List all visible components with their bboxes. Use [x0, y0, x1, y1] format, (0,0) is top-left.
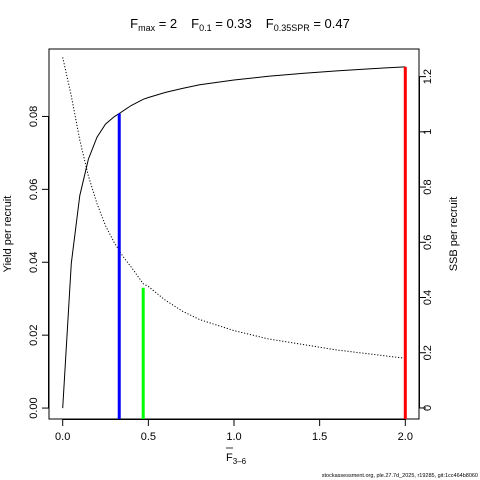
title-f01-value: = 0.33	[212, 16, 252, 31]
y2-tick-label: 0.4	[422, 290, 434, 305]
y-tick-label: 0.08	[28, 106, 40, 127]
axis-layer: 0.0 0.5 1.0 1.5 2.0 0.00 0.02 0.04 0.06 0.08 0 0.2 0…	[28, 69, 434, 443]
y-tick-label: 0.04	[28, 252, 40, 273]
x-axis-label-text: F3–6	[226, 452, 247, 466]
x-axis-label: F3–6	[226, 447, 247, 466]
x-tick-label: 1.5	[312, 431, 327, 443]
chart-title: Fmax = 2 F0.1 = 0.33 F0.35SPR = 0.47	[130, 16, 350, 33]
y2-tick-label: 1	[422, 129, 434, 135]
title-f01-label: F	[191, 16, 199, 31]
footer-credit: stockassessment.org, ple.27.7d_2025, r19…	[322, 473, 478, 479]
y2-tick-label: 0.6	[422, 235, 434, 250]
title-fspr-subscript: 0.35SPR	[274, 23, 311, 33]
y-axis-label: Yield per recruit	[2, 196, 14, 273]
y2-tick-label: 0.2	[422, 345, 434, 360]
y2-tick-label: 0	[422, 405, 434, 411]
title-fspr-value: = 0.47	[310, 16, 350, 31]
y-tick-label: 0.02	[28, 324, 40, 345]
x-axis-label-main: F	[226, 452, 233, 464]
title-f01-subscript: 0.1	[199, 23, 212, 33]
title-fmax-value: = 2	[155, 16, 177, 31]
title-fmax-subscript: max	[138, 23, 156, 33]
x-tick-label: 2.0	[398, 431, 413, 443]
title-fmax-label: F	[130, 16, 138, 31]
yield-per-recruit-line	[62, 66, 406, 409]
ssb-per-recruit-line	[62, 57, 406, 359]
title-fspr-label: F	[266, 16, 274, 31]
x-axis-label-subscript: 3–6	[233, 457, 247, 466]
y2-tick-label: 1.2	[422, 69, 434, 84]
plot-layer	[62, 57, 407, 419]
y-tick-label: 0.00	[28, 397, 40, 418]
y2-tick-label: 0.8	[422, 179, 434, 194]
x-tick-label: 0.5	[141, 431, 156, 443]
x-tick-label: 0.0	[55, 431, 70, 443]
x-tick-label: 1.0	[226, 431, 241, 443]
y-tick-label: 0.06	[28, 179, 40, 200]
y2-axis-label: SSB per recruit	[448, 197, 460, 272]
